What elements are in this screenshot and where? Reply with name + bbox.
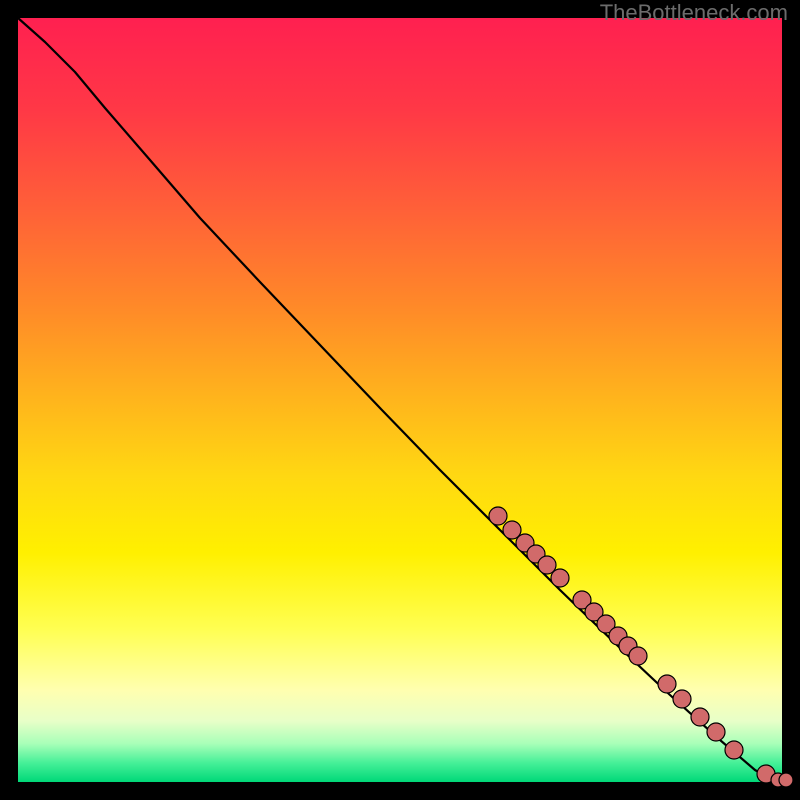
data-marker xyxy=(673,690,691,708)
data-marker xyxy=(691,708,709,726)
data-marker xyxy=(629,647,647,665)
trend-line xyxy=(18,18,780,782)
data-marker xyxy=(725,741,743,759)
chart-frame: TheBottleneck.com xyxy=(0,0,800,800)
chart-svg xyxy=(0,0,800,800)
data-marker xyxy=(551,569,569,587)
data-marker xyxy=(707,723,725,741)
data-marker xyxy=(489,507,507,525)
watermark-text: TheBottleneck.com xyxy=(600,0,788,26)
data-marker xyxy=(779,773,793,787)
data-marker xyxy=(658,675,676,693)
